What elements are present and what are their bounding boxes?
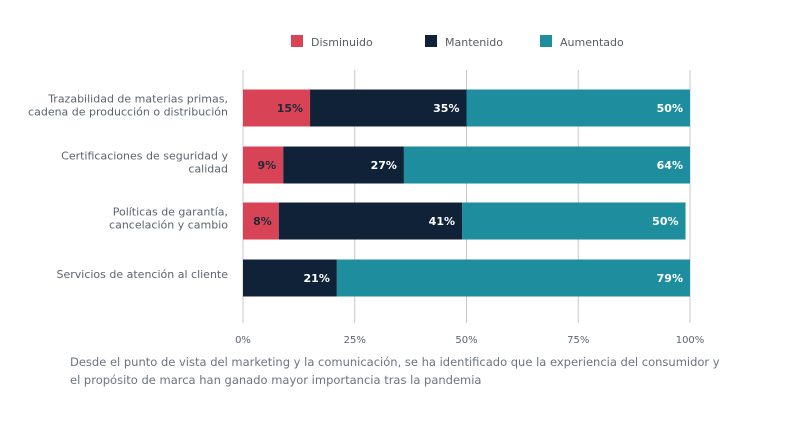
category-label-0: cadena de producción o distribución <box>28 106 228 119</box>
value-label-mantenido-1: 27% <box>371 159 397 172</box>
category-label-1: calidad <box>188 163 228 176</box>
bar-disminuido-0 <box>243 89 311 127</box>
legend-swatch-mantenido <box>425 35 437 47</box>
value-label-disminuido-0: 15% <box>277 102 303 115</box>
value-label-mantenido-2: 41% <box>429 215 455 228</box>
bar-mantenido-1 <box>283 146 404 184</box>
x-tick-label-1: 25% <box>344 335 366 346</box>
legend-swatch-aumentado <box>540 35 552 47</box>
stacked-bar-chart: Disminuido Mantenido Aumentado 15% 35% 50% 9%… <box>28 35 704 346</box>
value-label-aumentado-1: 64% <box>657 159 683 172</box>
category-label-3: Servicios de atención al cliente <box>56 268 228 281</box>
bars: 15%35%50%9%27%64%8%41%50%0%21%79% <box>243 89 690 297</box>
bar-aumentado-0 <box>466 89 690 127</box>
x-tick-label-4: 100% <box>676 335 705 346</box>
x-tick-label-0: 0% <box>235 335 251 346</box>
value-label-mantenido-3: 21% <box>304 272 330 285</box>
bar-mantenido-3 <box>243 259 337 297</box>
value-label-disminuido-1: 9% <box>258 159 277 172</box>
category-label-2: Políticas de garantía, <box>113 206 228 219</box>
bar-mantenido-0 <box>310 89 467 127</box>
bar-aumentado-3 <box>336 259 690 297</box>
bar-disminuido-2 <box>243 202 279 240</box>
category-label-2: cancelación y cambio <box>109 219 228 232</box>
x-tick-labels: 0% 25% 50% 75% 100% <box>235 335 704 346</box>
bar-disminuido-1 <box>243 146 284 184</box>
value-label-mantenido-0: 35% <box>433 102 459 115</box>
value-label-aumentado-3: 79% <box>657 272 683 285</box>
chart-caption: Desde el punto de vista del marketing y … <box>70 355 720 387</box>
x-tick-label-2: 50% <box>455 335 477 346</box>
category-label-1: Certificaciones de seguridad y <box>61 150 228 163</box>
category-label-0: Trazabilidad de materias primas, <box>47 93 228 106</box>
legend-swatch-disminuido <box>291 35 303 47</box>
legend-label-disminuido: Disminuido <box>311 36 373 49</box>
bar-mantenido-2 <box>278 202 463 240</box>
value-label-aumentado-0: 50% <box>657 102 683 115</box>
value-label-aumentado-2: 50% <box>652 215 678 228</box>
value-label-disminuido-2: 8% <box>253 215 272 228</box>
legend: Disminuido Mantenido Aumentado <box>291 35 624 49</box>
bar-aumentado-2 <box>462 202 686 240</box>
bar-aumentado-1 <box>403 146 690 184</box>
legend-label-aumentado: Aumentado <box>560 36 624 49</box>
x-tick-label-3: 75% <box>567 335 589 346</box>
category-labels: Trazabilidad de materias primas,cadena d… <box>28 93 228 282</box>
legend-label-mantenido: Mantenido <box>445 36 503 49</box>
